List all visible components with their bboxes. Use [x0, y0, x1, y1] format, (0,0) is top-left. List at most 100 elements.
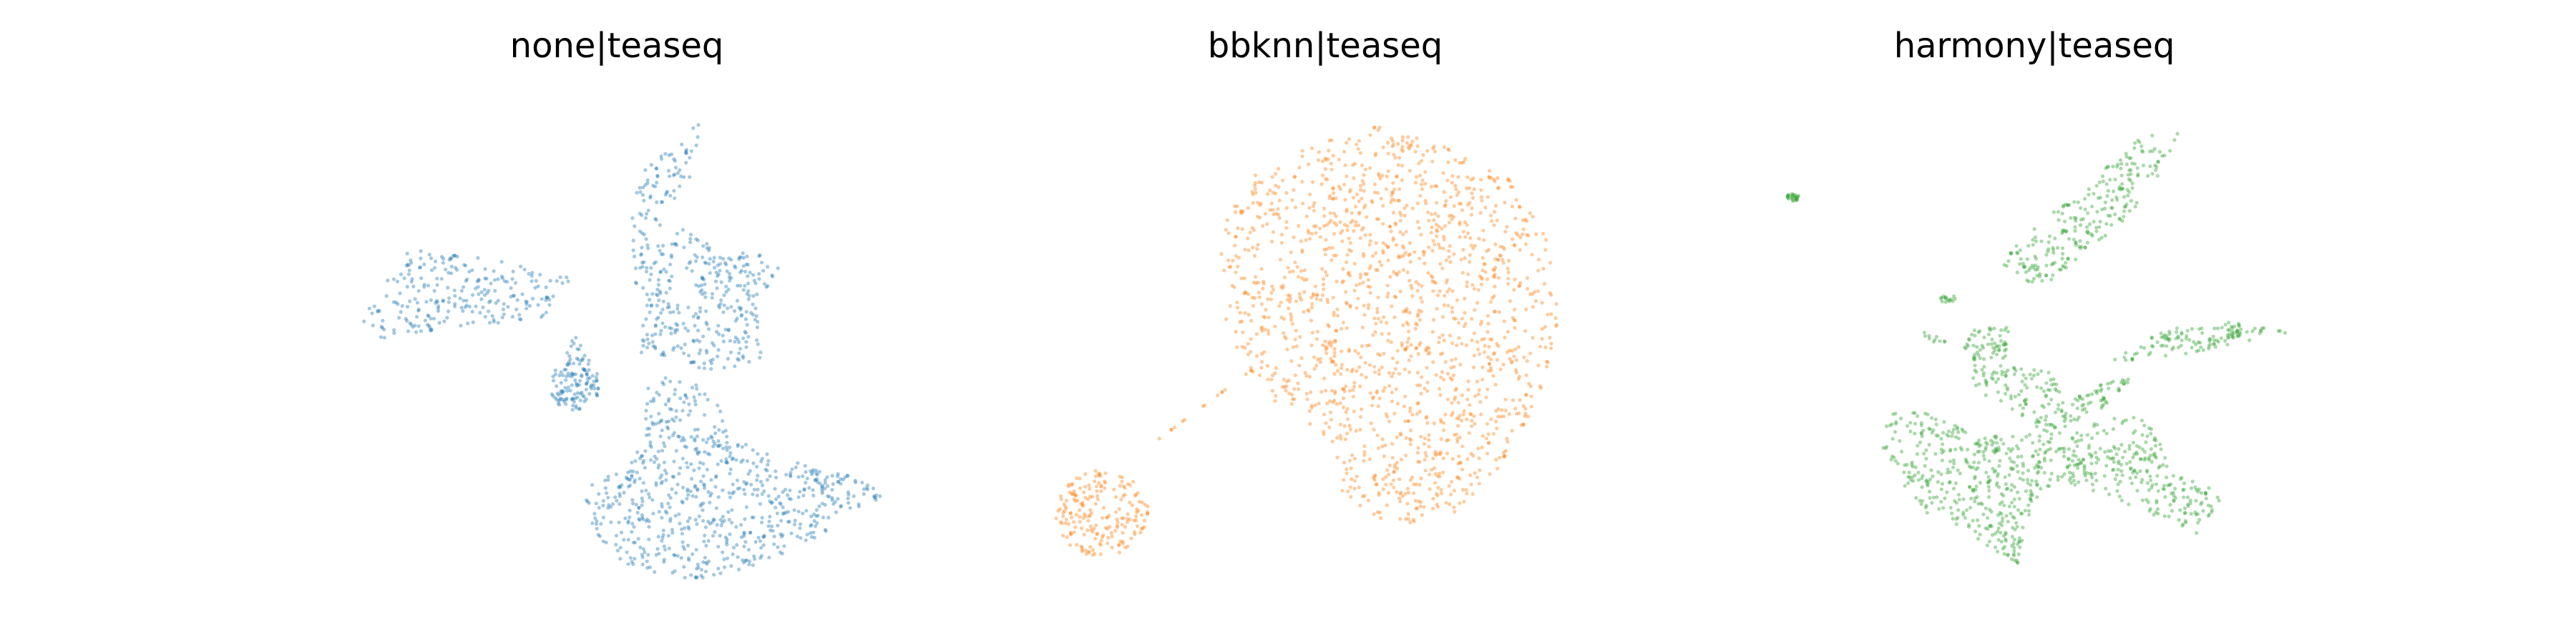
scatter-point	[1362, 254, 1366, 258]
scatter-point	[1508, 356, 1512, 361]
scatter-point	[436, 304, 441, 308]
scatter-point	[1513, 277, 1517, 282]
scatter-point	[790, 467, 794, 472]
scatter-point	[2073, 482, 2077, 487]
scatter-point	[2012, 558, 2017, 562]
scatter-point	[2035, 418, 2039, 422]
scatter-point	[693, 323, 697, 328]
scatter-point	[708, 494, 713, 498]
scatter-point	[2073, 229, 2077, 233]
scatter-point	[1452, 252, 1456, 256]
scatter-point	[776, 266, 780, 270]
scatter-point	[1324, 247, 1329, 251]
scatter-point	[2259, 329, 2263, 333]
scatter-point	[515, 298, 519, 302]
scatter-point	[1234, 235, 1238, 239]
scatter-point	[1939, 499, 1943, 504]
scatter-point	[716, 462, 720, 467]
scatter-point	[1513, 243, 1517, 247]
scatter-point	[1513, 406, 1518, 411]
scatter-point	[1251, 370, 1255, 374]
scatter-point	[2230, 332, 2234, 336]
scatter-point	[1089, 527, 1093, 532]
scatter-point	[667, 397, 671, 401]
scatter-point	[1397, 187, 1402, 191]
scatter-point	[2034, 268, 2038, 272]
scatter-point	[1453, 388, 1458, 392]
scatter-point	[2231, 336, 2235, 340]
scatter-point	[2057, 268, 2062, 272]
scatter-point	[1978, 348, 1982, 352]
scatter-point	[462, 263, 467, 267]
scatter-point	[1344, 410, 1348, 414]
scatter-point	[776, 545, 780, 550]
scatter-point	[577, 383, 582, 387]
scatter-point	[1058, 519, 1063, 525]
scatter-point	[757, 272, 761, 276]
scatter-point	[1432, 218, 1436, 223]
scatter-point	[725, 434, 729, 439]
scatter-point	[2067, 463, 2072, 468]
scatter-point	[1351, 195, 1356, 200]
scatter-point	[697, 351, 701, 356]
scatter-point	[648, 194, 653, 198]
scatter-point	[2012, 549, 2016, 553]
scatter-point	[656, 535, 660, 539]
scatter-point	[673, 331, 678, 335]
scatter-point	[1419, 434, 1423, 439]
scatter-point	[1462, 499, 1466, 504]
scatter-point	[731, 492, 735, 496]
scatter-point	[1468, 411, 1473, 416]
scatter-point	[1238, 320, 1242, 324]
scatter-point	[1233, 210, 1238, 215]
scatter-point	[1239, 209, 1244, 213]
scatter-point	[620, 483, 624, 487]
scatter-point	[799, 536, 803, 540]
scatter-point	[700, 288, 704, 293]
scatter-point	[1093, 502, 1098, 506]
scatter-point	[1397, 270, 1401, 274]
scatter-point	[1438, 452, 1443, 457]
scatter-point	[637, 505, 641, 510]
scatter-point	[1999, 364, 2003, 368]
scatter-point	[2133, 429, 2137, 433]
scatter-point	[725, 461, 730, 465]
scatter-point	[658, 270, 663, 275]
scatter-point	[1502, 247, 1506, 251]
scatter-point	[2037, 439, 2041, 443]
scatter-point	[1099, 489, 1103, 494]
scatter-point	[1079, 502, 1083, 506]
scatter-point	[658, 332, 663, 336]
scatter-point	[2121, 187, 2125, 191]
scatter-point	[846, 496, 850, 501]
scatter-point	[774, 475, 779, 480]
scatter-point	[1332, 354, 1337, 358]
scatter-point	[2116, 482, 2120, 487]
scatter-point	[2036, 419, 2041, 424]
scatter-point	[630, 473, 634, 478]
scatter-point	[1984, 393, 1988, 397]
scatter-point	[1534, 232, 1538, 236]
scatter-point	[655, 303, 660, 308]
scatter-point	[1976, 537, 1981, 541]
scatter-point	[645, 333, 650, 337]
scatter-point	[1123, 492, 1127, 497]
scatter-point	[1546, 313, 1550, 317]
scatter-point	[551, 379, 556, 383]
scatter-point	[2039, 487, 2043, 491]
scatter-point	[1350, 453, 1355, 457]
scatter-point	[1401, 233, 1405, 237]
scatter-point	[558, 397, 562, 402]
scatter-point	[1080, 549, 1084, 554]
scatter-point	[474, 304, 478, 308]
scatter-point	[1405, 203, 1409, 208]
scatter-point	[820, 491, 824, 495]
scatter-point	[1544, 359, 1549, 364]
scatter-point	[1994, 447, 1998, 451]
scatter-point	[742, 534, 746, 538]
scatter-point	[1971, 465, 1975, 469]
scatter-point	[2051, 245, 2055, 250]
scatter-point	[2238, 331, 2242, 335]
scatter-point	[452, 253, 457, 258]
scatter-point	[1347, 347, 1352, 352]
